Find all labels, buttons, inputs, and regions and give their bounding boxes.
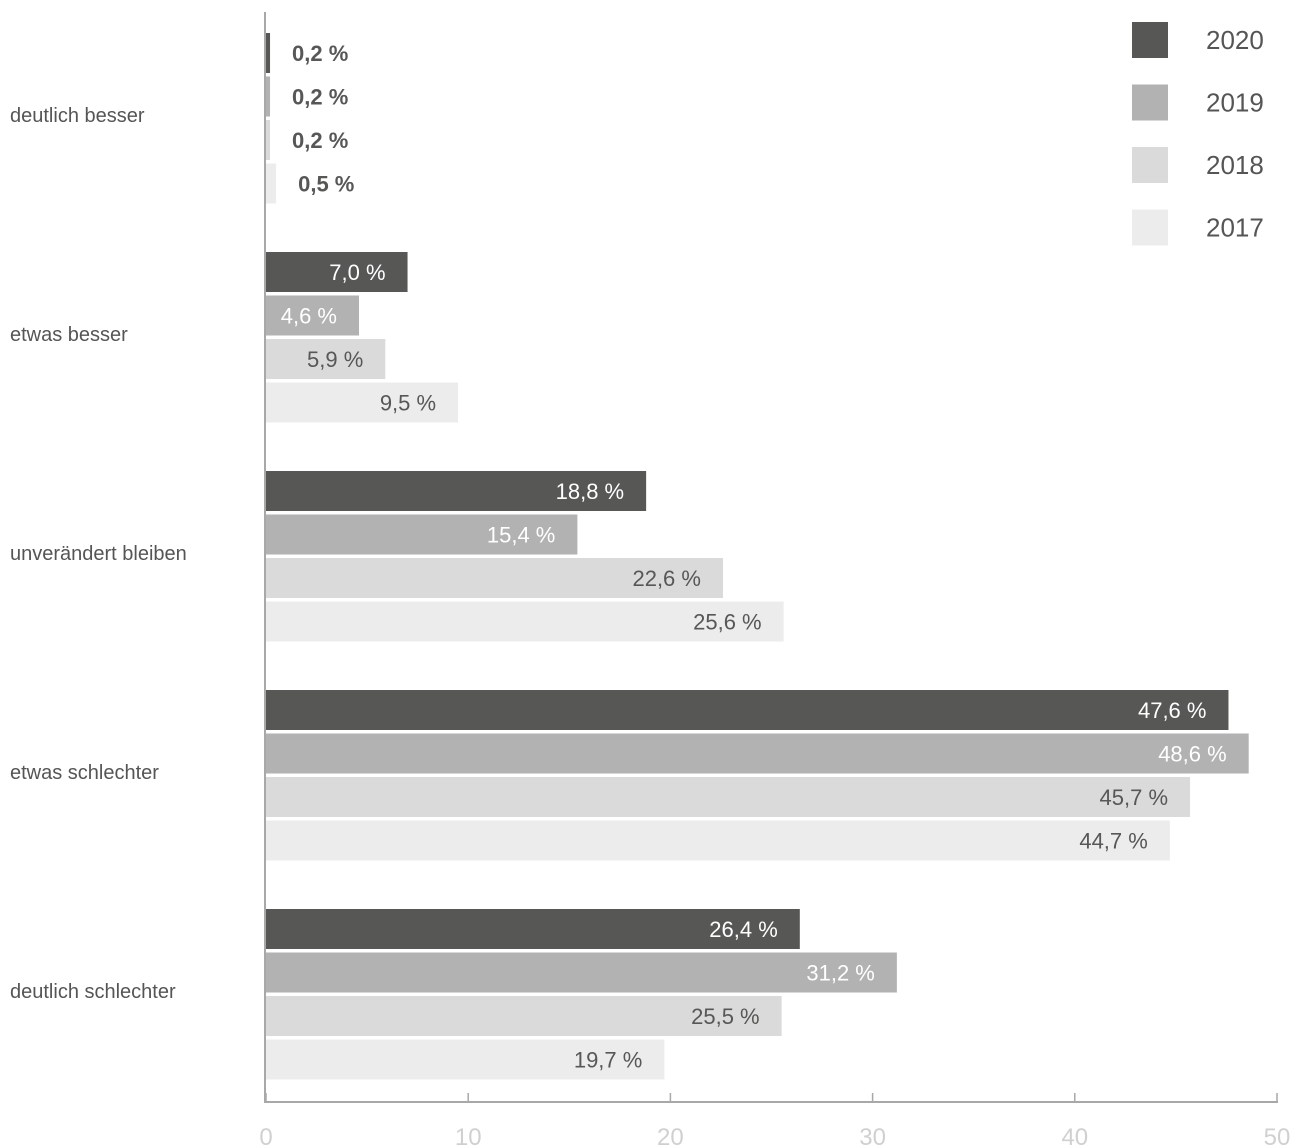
bar-value-label: 4,6 %	[281, 304, 337, 329]
bar-value-label: 25,5 %	[691, 1004, 760, 1029]
bar-value-label: 45,7 %	[1100, 785, 1169, 810]
bar	[266, 777, 1191, 817]
bar-value-label: 15,4 %	[487, 523, 556, 548]
bar-value-label: 25,6 %	[693, 610, 762, 635]
legend-swatch	[1132, 147, 1168, 183]
bar-value-label: 5,9 %	[307, 347, 363, 372]
bar	[266, 471, 647, 511]
bar	[266, 996, 782, 1036]
legend-label: 2020	[1206, 25, 1264, 55]
legend-swatch	[1132, 209, 1168, 246]
bar-value-label: 19,7 %	[574, 1048, 643, 1073]
bar	[266, 295, 360, 336]
x-tick-label: 30	[859, 1124, 886, 1148]
category-label: etwas schlechter	[10, 762, 159, 784]
bar-value-label: 0,5 %	[298, 172, 354, 197]
bar-value-label: 0,2 %	[292, 41, 348, 66]
bar-value-label: 0,2 %	[292, 128, 348, 153]
bar-value-label: 9,5 %	[380, 391, 436, 416]
category-labels: deutlich besser etwas besser unverändert b…	[10, 105, 187, 1003]
bar	[266, 33, 271, 73]
bar-value-label: 22,6 %	[632, 566, 701, 591]
x-tick-label: 10	[455, 1124, 482, 1148]
bar	[266, 558, 723, 598]
bar-value-label: 48,6 %	[1158, 742, 1227, 767]
legend-swatch	[1132, 22, 1168, 58]
bar	[266, 1039, 665, 1080]
bar	[266, 163, 277, 204]
x-tick-label: 40	[1061, 1124, 1088, 1148]
bars-layer: 0,2 % 0,2 % 0,2 % 0,5 % 7,0 % 4,6 % 5,9 % 9,5 %…	[266, 33, 1249, 1080]
bar	[266, 733, 1249, 774]
bar	[266, 339, 386, 379]
bar-value-label: 26,4 %	[709, 917, 778, 942]
bar-value-label: 44,7 %	[1079, 829, 1148, 854]
x-axis: 0 10 20 30 40 50	[259, 12, 1290, 1148]
legend-label: 2017	[1206, 213, 1264, 243]
bar	[266, 909, 800, 949]
category-label: deutlich schlechter	[10, 981, 176, 1003]
bar	[266, 382, 459, 423]
bar-value-label: 31,2 %	[806, 961, 875, 986]
legend-swatch	[1132, 84, 1168, 121]
bar	[266, 120, 271, 160]
x-tick-label: 20	[657, 1124, 684, 1148]
bar	[266, 76, 271, 117]
x-tick-label: 50	[1264, 1124, 1291, 1148]
bar-value-label: 47,6 %	[1138, 698, 1207, 723]
bar-value-label: 18,8 %	[556, 479, 625, 504]
bar	[266, 690, 1229, 730]
bar	[266, 820, 1170, 861]
legend-label: 2018	[1206, 150, 1264, 180]
bar	[266, 514, 578, 555]
bar-value-label: 7,0 %	[329, 260, 385, 285]
legend: 2020 2019 2018 2017	[1132, 22, 1264, 246]
bar	[266, 601, 784, 642]
category-label: etwas besser	[10, 324, 128, 346]
bar-value-label: 0,2 %	[292, 85, 348, 110]
category-label: unverändert bleiben	[10, 543, 187, 565]
x-tick-label: 0	[259, 1124, 272, 1148]
legend-label: 2019	[1206, 88, 1264, 118]
bar	[266, 952, 897, 993]
bar	[266, 252, 408, 292]
category-label: deutlich besser	[10, 105, 145, 127]
